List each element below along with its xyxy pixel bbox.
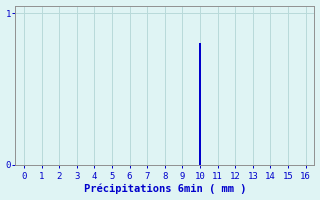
- X-axis label: Précipitations 6min ( mm ): Précipitations 6min ( mm ): [84, 184, 246, 194]
- Bar: [199, 43, 201, 165]
